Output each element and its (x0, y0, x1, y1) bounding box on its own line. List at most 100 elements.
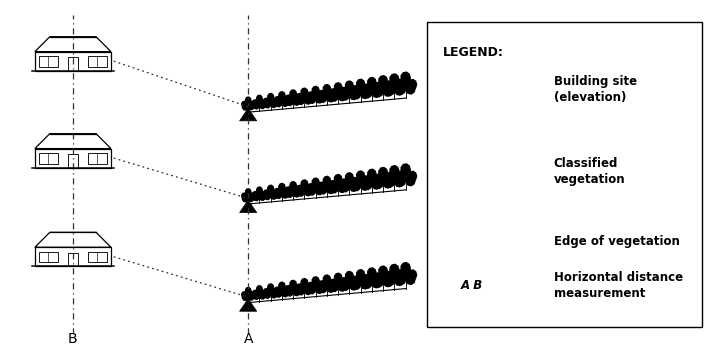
Polygon shape (253, 193, 259, 201)
Polygon shape (268, 185, 274, 192)
Polygon shape (264, 190, 269, 196)
Polygon shape (341, 181, 347, 189)
Polygon shape (273, 289, 278, 295)
Polygon shape (307, 184, 314, 191)
Polygon shape (323, 84, 330, 93)
Polygon shape (267, 287, 274, 295)
Polygon shape (374, 176, 382, 185)
Polygon shape (356, 171, 365, 180)
Polygon shape (498, 173, 505, 181)
Polygon shape (256, 190, 263, 198)
Polygon shape (242, 101, 247, 107)
Polygon shape (282, 191, 289, 198)
Polygon shape (356, 174, 366, 187)
Polygon shape (323, 275, 330, 284)
Polygon shape (363, 276, 370, 285)
Polygon shape (253, 102, 259, 109)
Polygon shape (260, 292, 265, 299)
Polygon shape (307, 284, 312, 291)
Polygon shape (400, 168, 411, 181)
Polygon shape (372, 179, 381, 189)
Polygon shape (308, 285, 316, 294)
Bar (500, 86, 514, 94)
Polygon shape (271, 291, 276, 298)
Polygon shape (352, 278, 359, 286)
Polygon shape (240, 108, 257, 121)
Polygon shape (346, 272, 354, 281)
Bar (39, 252, 58, 262)
Polygon shape (478, 173, 482, 178)
Polygon shape (307, 185, 312, 192)
Polygon shape (273, 98, 278, 104)
Polygon shape (401, 72, 410, 83)
Polygon shape (319, 185, 327, 194)
Polygon shape (372, 88, 381, 97)
Text: Building site
(elevation): Building site (elevation) (554, 75, 636, 104)
Polygon shape (305, 287, 312, 295)
Polygon shape (253, 292, 259, 299)
Polygon shape (390, 265, 399, 275)
Polygon shape (333, 277, 343, 288)
Polygon shape (373, 273, 381, 282)
Polygon shape (363, 179, 372, 190)
Polygon shape (316, 95, 323, 103)
Polygon shape (341, 90, 349, 100)
Polygon shape (248, 294, 253, 300)
Polygon shape (323, 88, 331, 98)
Polygon shape (284, 97, 289, 103)
Polygon shape (278, 95, 286, 104)
Polygon shape (408, 171, 417, 181)
Bar (88, 252, 107, 262)
Polygon shape (300, 282, 309, 291)
Polygon shape (312, 90, 320, 100)
Polygon shape (245, 99, 251, 107)
Polygon shape (282, 290, 289, 297)
Polygon shape (352, 87, 359, 96)
Polygon shape (366, 272, 377, 284)
Polygon shape (318, 282, 324, 290)
Polygon shape (264, 100, 271, 108)
Polygon shape (395, 275, 404, 285)
Polygon shape (297, 284, 302, 291)
Polygon shape (506, 172, 511, 178)
Polygon shape (443, 177, 446, 181)
Polygon shape (290, 280, 297, 288)
Polygon shape (362, 275, 369, 283)
Polygon shape (400, 267, 411, 280)
Polygon shape (308, 94, 316, 103)
Text: Edge of vegetation: Edge of vegetation (554, 235, 680, 248)
Polygon shape (243, 294, 248, 300)
Polygon shape (338, 92, 346, 101)
Polygon shape (253, 192, 258, 198)
Polygon shape (274, 97, 280, 103)
Polygon shape (295, 187, 301, 194)
Polygon shape (319, 283, 327, 293)
Polygon shape (279, 92, 285, 99)
Polygon shape (295, 285, 301, 292)
Polygon shape (284, 188, 289, 195)
Polygon shape (363, 87, 372, 98)
Bar (88, 153, 107, 163)
Polygon shape (294, 190, 300, 197)
Polygon shape (396, 174, 406, 186)
Polygon shape (351, 178, 359, 186)
Polygon shape (346, 173, 354, 182)
Polygon shape (290, 90, 297, 97)
Bar (485, 87, 493, 97)
Polygon shape (289, 93, 297, 102)
Polygon shape (395, 270, 403, 280)
Polygon shape (384, 275, 395, 286)
Polygon shape (373, 174, 381, 184)
Polygon shape (379, 76, 387, 86)
Bar (88, 56, 107, 67)
Polygon shape (273, 190, 278, 196)
Polygon shape (406, 274, 415, 284)
Polygon shape (408, 80, 417, 89)
Polygon shape (256, 98, 263, 106)
Polygon shape (335, 174, 342, 184)
Polygon shape (250, 193, 255, 199)
Polygon shape (279, 184, 285, 191)
Polygon shape (356, 270, 365, 279)
Polygon shape (246, 97, 251, 103)
Bar (39, 153, 58, 163)
